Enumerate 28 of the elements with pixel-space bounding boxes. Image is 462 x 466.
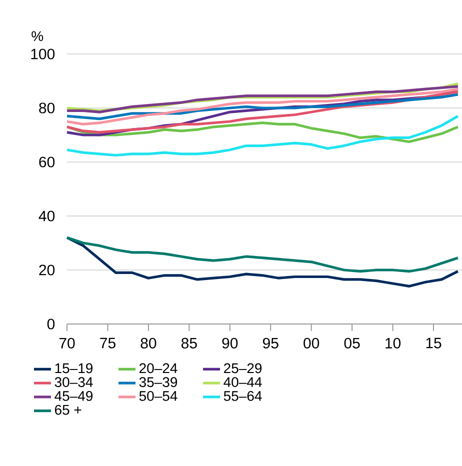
- x-tick-label: 70: [59, 338, 75, 348]
- line-series: [66, 114, 460, 157]
- x-tick-label: 15: [426, 338, 442, 348]
- legend-label: 50–54: [139, 391, 178, 401]
- y-tick-label: 100: [31, 48, 55, 60]
- legend-label: 30–34: [54, 377, 93, 388]
- x-tick-label: 00: [304, 338, 320, 348]
- y-tick-label: 20: [39, 264, 55, 276]
- y-tick-label: 80: [39, 102, 55, 114]
- x-tick-label: 75: [100, 338, 116, 348]
- legend-label: 40–44: [224, 377, 262, 388]
- x-tick-label: 95: [262, 338, 278, 348]
- legend-label: 35–39: [139, 377, 178, 388]
- legend-label: 15–19: [55, 363, 93, 374]
- legend-label: 25–29: [224, 363, 262, 374]
- legend-label: 20–24: [139, 363, 178, 374]
- x-tick-label: 05: [344, 338, 360, 348]
- legend-label: 45–49: [54, 391, 93, 401]
- x-tick-label: 10: [386, 338, 401, 348]
- legend-label: 65 +: [54, 404, 82, 415]
- x-tick-label: 85: [181, 338, 197, 348]
- y-tick-label: 60: [39, 156, 55, 168]
- y-tick-label: 40: [38, 210, 55, 222]
- y-tick-label: 0: [47, 318, 55, 330]
- x-tick-label: 90: [222, 338, 238, 348]
- y-axis-title: %: [32, 31, 44, 42]
- legend-label: 55–64: [224, 391, 262, 401]
- x-tick-label: 80: [140, 338, 156, 348]
